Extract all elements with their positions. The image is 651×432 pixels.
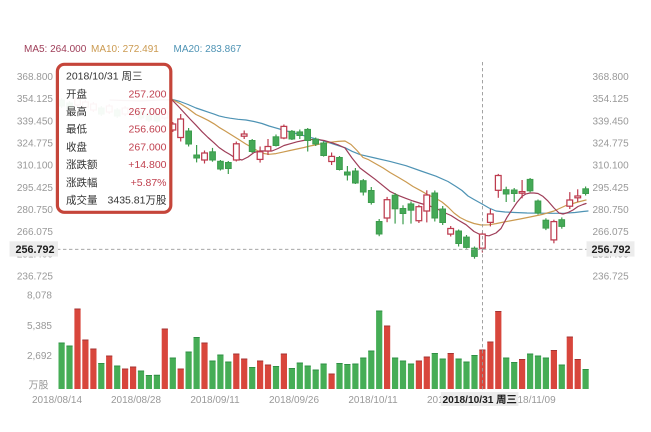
svg-text:266.075: 266.075 — [17, 227, 54, 238]
svg-text:5,385: 5,385 — [27, 321, 52, 332]
svg-text:236.725: 236.725 — [17, 271, 54, 282]
svg-text:2018/10/31 周三: 2018/10/31 周三 — [442, 394, 516, 406]
svg-text:310.100: 310.100 — [593, 161, 630, 172]
svg-text:256.600: 256.600 — [129, 124, 167, 136]
svg-text:2018/11/09: 2018/11/09 — [506, 395, 556, 406]
svg-text:354.125: 354.125 — [593, 94, 630, 105]
svg-text:MA10: 272.491: MA10: 272.491 — [91, 44, 159, 55]
svg-text:最高: 最高 — [66, 105, 87, 118]
svg-text:MA5: 264.000: MA5: 264.000 — [24, 44, 87, 55]
svg-text:涨跌幅: 涨跌幅 — [66, 176, 98, 189]
svg-text:2018/08/28: 2018/08/28 — [111, 395, 161, 406]
svg-text:2018/08/14: 2018/08/14 — [32, 395, 82, 406]
svg-text:3435.81万股: 3435.81万股 — [108, 195, 167, 207]
svg-text:310.100: 310.100 — [17, 161, 54, 172]
svg-text:成交量: 成交量 — [66, 194, 98, 207]
svg-text:324.775: 324.775 — [17, 139, 54, 150]
svg-text:+5.87%: +5.87% — [131, 177, 167, 189]
svg-text:8,078: 8,078 — [27, 291, 52, 302]
svg-text:280.750: 280.750 — [593, 205, 630, 216]
svg-text:2018/10/11: 2018/10/11 — [348, 395, 398, 406]
svg-text:339.450: 339.450 — [593, 116, 630, 127]
svg-text:2,692: 2,692 — [27, 351, 52, 362]
svg-text:万股: 万股 — [29, 379, 49, 391]
svg-text:324.775: 324.775 — [593, 139, 630, 150]
svg-text:267.000: 267.000 — [129, 141, 167, 153]
svg-text:267.000: 267.000 — [129, 106, 167, 118]
svg-text:339.450: 339.450 — [17, 116, 54, 127]
svg-text:涨跌额: 涨跌额 — [66, 158, 98, 171]
svg-text:最低: 最低 — [66, 123, 87, 136]
svg-text:2018/10/31 周三: 2018/10/31 周三 — [66, 71, 142, 83]
svg-text:MA20: 283.867: MA20: 283.867 — [174, 44, 242, 55]
svg-text:295.425: 295.425 — [593, 183, 630, 194]
svg-text:+14.800: +14.800 — [128, 159, 166, 171]
svg-text:收盘: 收盘 — [66, 140, 87, 153]
svg-text:2018/09/11: 2018/09/11 — [190, 395, 240, 406]
svg-text:266.075: 266.075 — [593, 227, 630, 238]
svg-text:256.792: 256.792 — [15, 244, 54, 256]
svg-text:257.200: 257.200 — [129, 88, 167, 100]
svg-text:368.800: 368.800 — [17, 72, 54, 83]
svg-text:368.800: 368.800 — [593, 72, 630, 83]
svg-text:280.750: 280.750 — [17, 205, 54, 216]
svg-text:开盘: 开盘 — [66, 87, 87, 100]
svg-text:256.792: 256.792 — [592, 244, 631, 256]
svg-text:2018/09/26: 2018/09/26 — [269, 395, 319, 406]
svg-text:236.725: 236.725 — [593, 271, 630, 282]
svg-text:295.425: 295.425 — [17, 183, 54, 194]
svg-text:354.125: 354.125 — [17, 94, 54, 105]
